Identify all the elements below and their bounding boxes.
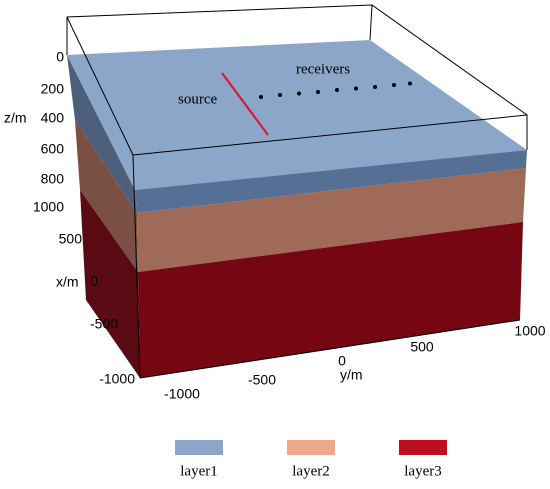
tick-label: 200	[41, 81, 65, 97]
tick-label: 1000	[33, 199, 64, 215]
tick-label: -500	[90, 316, 118, 332]
box-edge	[66, 16, 134, 156]
tick-label: -1000	[164, 386, 200, 402]
tick-label: 0	[338, 353, 346, 369]
tick-label: 800	[41, 171, 65, 187]
layer3-side	[80, 190, 140, 378]
legend-label: layer1	[180, 463, 217, 479]
tick-label: -1000	[99, 371, 135, 387]
box-edge	[139, 319, 521, 379]
legend-swatch	[287, 440, 335, 455]
legend-label: layer3	[404, 463, 441, 479]
tick-label: 0	[90, 273, 98, 289]
receiver-dots	[259, 81, 412, 99]
legend-label: layer2	[292, 463, 329, 479]
tick-label: 1000	[514, 323, 545, 339]
annotation: receivers	[296, 61, 350, 77]
tick-label: 600	[41, 141, 65, 157]
annotation: source	[178, 91, 217, 107]
axis-label: z/m	[4, 110, 27, 126]
layer1-top	[67, 40, 527, 190]
tick-label: 400	[41, 110, 65, 126]
box-edge	[132, 114, 528, 156]
layer1-front	[135, 150, 527, 213]
axis-label: x/m	[56, 274, 79, 290]
tick-label: -500	[248, 372, 276, 388]
layer3-front	[138, 222, 523, 378]
box-edge	[132, 154, 141, 379]
source-line	[221, 72, 269, 136]
layer2-side	[75, 120, 138, 272]
tick-label: 500	[59, 231, 83, 247]
box-edge	[369, 4, 373, 41]
tick-label: 500	[410, 339, 434, 355]
axis-label: y/m	[340, 367, 363, 383]
legend-swatch	[175, 440, 223, 455]
tick-label: 0	[56, 49, 64, 65]
layer2-front	[137, 168, 526, 272]
legend-swatch	[399, 440, 447, 455]
layer1-side	[67, 55, 137, 213]
